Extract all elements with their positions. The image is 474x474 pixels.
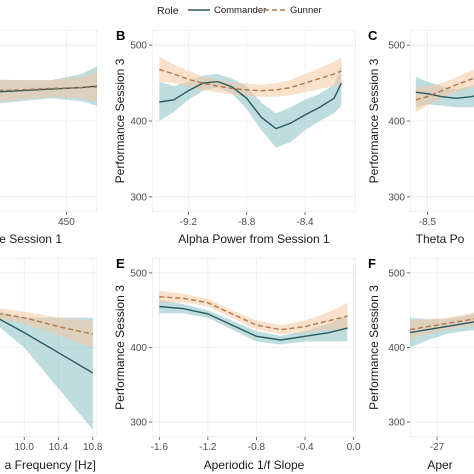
x-tick-label: -8.8 <box>238 217 256 228</box>
y-tick-label: 400 <box>130 117 147 128</box>
panel-b: 300 400 500 -9.2 -8.8 -8.4 Alpha Power from Se… <box>113 28 356 246</box>
y-axis-label: Performance Session 3 <box>367 285 381 410</box>
y-tick-label: 300 <box>388 418 405 429</box>
ci-band-gunner <box>415 69 474 112</box>
y-axis-label: Performance Session 3 <box>113 58 127 183</box>
x-tick-label: -8.4 <box>296 217 314 228</box>
plot-marks <box>159 290 348 345</box>
x-axis-label: a Frequency [Hz] <box>5 458 96 472</box>
plot-marks <box>415 69 474 112</box>
y-tick-label: 300 <box>130 192 147 203</box>
y-axis-label: Performance Session 3 <box>367 58 381 183</box>
gridlines <box>152 258 356 437</box>
panel-c: 300 400 500 -8.5 Theta Po Performance Session… <box>367 28 474 246</box>
ci-band-gunner <box>0 71 97 102</box>
panel-label: C <box>368 28 378 43</box>
ci-band-commander <box>0 311 93 430</box>
y-axis-label: Performance Session 3 <box>113 285 127 410</box>
x-axis-label: Aperiodic 1/f Slope <box>204 458 305 472</box>
series-line-commander <box>410 321 474 334</box>
y-tick-label: 300 <box>130 418 147 429</box>
plot-marks <box>0 66 97 106</box>
x-axis-label: Theta Po <box>416 232 465 246</box>
gridlines <box>410 30 474 212</box>
series-line-gunner <box>159 68 342 92</box>
series-line-commander <box>415 91 474 100</box>
panel-f: 300 400 500 -27 Aper Performance Session 3 F <box>367 256 474 472</box>
plot-marks <box>159 56 343 148</box>
gridlines <box>0 30 97 212</box>
x-tick-label: -1.6 <box>151 442 169 453</box>
ci-band-gunner <box>0 308 93 348</box>
ci-band-gunner <box>159 56 342 97</box>
x-tick-label: 10.4 <box>49 442 69 453</box>
ci-band-gunner <box>159 290 348 335</box>
panel-label: B <box>116 28 125 43</box>
x-axis-label: ce Session 1 <box>0 232 62 246</box>
series-line-gunner <box>415 77 474 101</box>
x-axis-label: Alpha Power from Session 1 <box>178 232 330 246</box>
y-tick-label: 300 <box>388 192 405 203</box>
y-tick-label: 400 <box>130 343 147 354</box>
x-tick-label: 450 <box>58 217 75 228</box>
legend-gunner-label: Gunner <box>290 5 322 16</box>
panel-a: 450 ce Session 1 <box>0 30 97 246</box>
y-tick-label: 500 <box>388 41 405 52</box>
y-tick-label: 400 <box>388 343 405 354</box>
series-line-gunner <box>159 296 348 331</box>
series-line-gunner <box>0 313 93 335</box>
y-tick-label: 500 <box>388 268 405 279</box>
y-tick-label: 500 <box>130 41 147 52</box>
x-tick-label: -9.2 <box>180 217 198 228</box>
series-line-commander <box>159 305 348 341</box>
ci-band-commander <box>159 299 348 345</box>
series-line-gunner <box>0 86 97 92</box>
x-tick-label: -8.5 <box>419 217 437 228</box>
x-tick-label: -0.8 <box>248 442 266 453</box>
panel-label: E <box>116 256 125 271</box>
panel-d: 10.0 10.4 10.8 a Frequency [Hz] <box>0 258 103 472</box>
panel-label: F <box>368 256 376 271</box>
ci-band-gunner <box>410 312 474 339</box>
panels: 450 ce Session 1 300 400 500 -9.2 -8.8 -8.4 Alph… <box>0 28 474 472</box>
y-tick-label: 500 <box>130 268 147 279</box>
gridlines <box>410 258 474 437</box>
plot-marks <box>410 312 474 348</box>
x-axis-label: Aper <box>427 458 452 472</box>
x-tick-label: -1.2 <box>199 442 217 453</box>
y-tick-label: 400 <box>388 117 405 128</box>
x-tick-label: -27 <box>430 442 445 453</box>
legend: Role Commander Gunner <box>157 5 322 17</box>
panel-e: 300 400 500 -1.6 -1.2 -0.8 -0.4 0.0 Aperiodic 1/… <box>113 256 361 472</box>
legend-commander-label: Commander <box>214 5 266 16</box>
x-tick-label: 10.8 <box>83 442 103 453</box>
x-tick-label: 0.0 <box>347 442 361 453</box>
x-tick-label: 10.0 <box>15 442 35 453</box>
legend-title: Role <box>157 5 179 17</box>
series-line-commander <box>0 318 94 374</box>
plot-marks <box>0 308 94 430</box>
series-line-commander <box>159 80 343 130</box>
x-tick-label: -0.4 <box>296 442 314 453</box>
